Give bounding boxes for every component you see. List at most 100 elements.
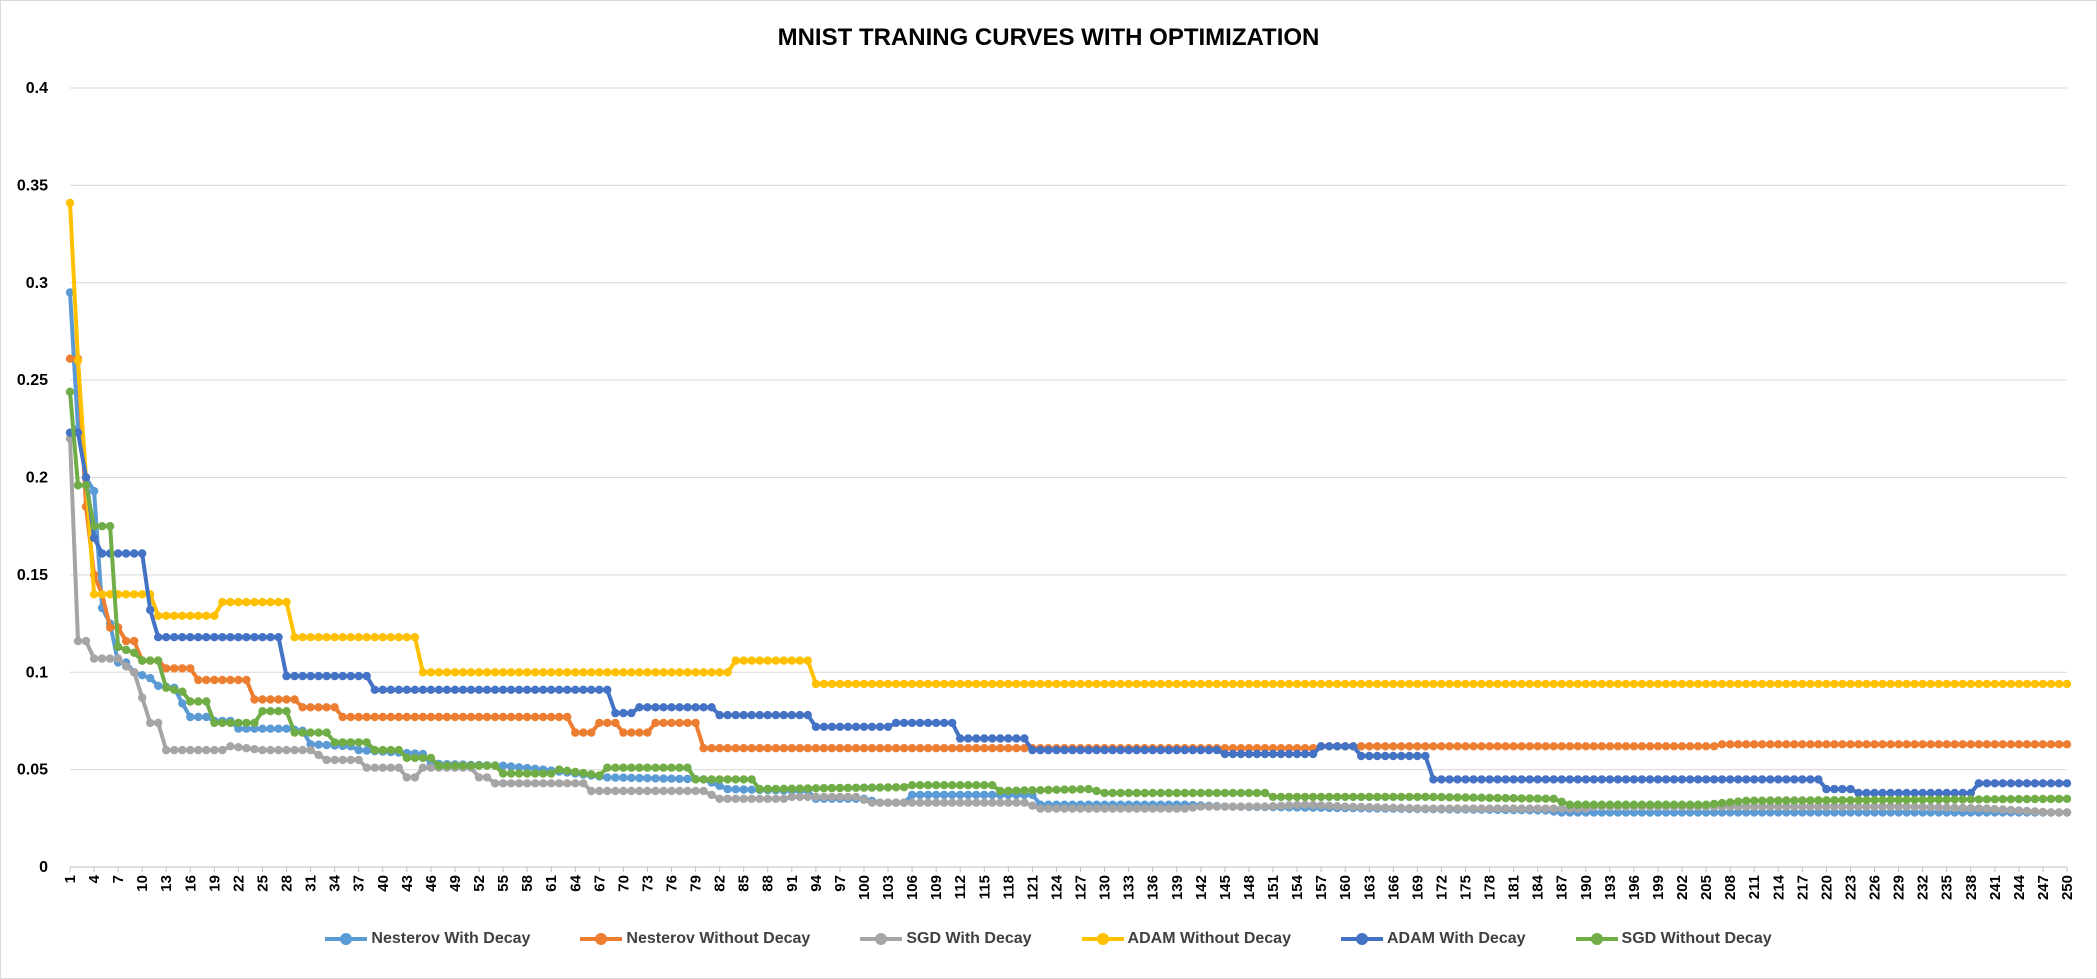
- data-point: [731, 710, 740, 720]
- data-point: [266, 633, 275, 642]
- data-point: [1501, 804, 1510, 813]
- data-point: [2062, 794, 2072, 803]
- data-point: [547, 769, 556, 778]
- x-tick-label: 25: [254, 875, 271, 892]
- data-point: [1637, 679, 1647, 689]
- data-point: [907, 744, 917, 753]
- data-point: [1180, 745, 1190, 755]
- data-point: [498, 761, 508, 770]
- data-point: [1709, 799, 1719, 809]
- data-point: [795, 792, 804, 802]
- data-point: [65, 288, 75, 297]
- data-point: [1677, 742, 1687, 751]
- data-point: [1397, 679, 1406, 689]
- data-point: [258, 695, 267, 704]
- data-point: [514, 685, 524, 694]
- data-point: [1782, 796, 1791, 805]
- data-point: [1292, 744, 1302, 753]
- data-point: [715, 781, 724, 791]
- data-point: [1774, 796, 1783, 805]
- data-point: [1734, 808, 1743, 817]
- x-tick-label: 163: [1361, 875, 1378, 900]
- data-point: [1734, 740, 1743, 749]
- data-point: [1365, 751, 1374, 761]
- data-point: [1613, 800, 1623, 809]
- data-point: [587, 685, 596, 694]
- data-point: [194, 633, 203, 642]
- data-point: [1581, 679, 1591, 689]
- data-point: [1734, 775, 1743, 784]
- data-point: [1798, 679, 1807, 689]
- data-point: [699, 786, 708, 796]
- data-point: [667, 703, 676, 712]
- data-point: [1742, 775, 1751, 784]
- data-point: [105, 522, 115, 531]
- data-point: [755, 794, 764, 803]
- data-point: [956, 734, 965, 743]
- data-point: [202, 633, 211, 642]
- data-point: [290, 695, 299, 704]
- data-point: [1557, 804, 1566, 813]
- data-point: [490, 779, 500, 788]
- data-point: [1316, 742, 1326, 751]
- x-tick-label: 46: [423, 875, 440, 892]
- data-point: [226, 742, 235, 751]
- data-point: [1669, 679, 1679, 689]
- data-point: [635, 786, 644, 796]
- data-point: [1998, 740, 2008, 749]
- data-point: [1717, 798, 1727, 808]
- data-point: [1910, 802, 1919, 811]
- data-point: [370, 685, 379, 694]
- data-point: [1012, 734, 1021, 743]
- data-point: [322, 728, 331, 737]
- data-point: [539, 668, 548, 677]
- x-tick-label: 217: [1794, 875, 1811, 900]
- data-point: [1790, 740, 1799, 749]
- data-point: [1100, 788, 1109, 798]
- data-point: [1004, 744, 1013, 753]
- data-point: [611, 786, 620, 796]
- data-point: [1669, 808, 1679, 817]
- data-point: [1429, 792, 1438, 802]
- data-point: [1918, 795, 1927, 804]
- data-point: [1966, 740, 1976, 749]
- data-point: [996, 734, 1005, 743]
- data-point: [1493, 679, 1502, 689]
- data-point: [1613, 775, 1623, 784]
- data-point: [940, 718, 949, 728]
- data-point: [1918, 788, 1927, 798]
- data-point: [1260, 802, 1270, 811]
- data-point: [627, 786, 636, 796]
- data-point: [1365, 742, 1374, 751]
- data-point: [771, 784, 780, 794]
- data-point: [1365, 679, 1374, 689]
- data-point: [1934, 740, 1943, 749]
- data-point: [226, 675, 235, 685]
- data-point: [2014, 679, 2024, 689]
- data-point: [1373, 751, 1382, 761]
- data-point: [274, 633, 283, 642]
- x-tick-label: 211: [1746, 875, 1763, 899]
- data-point: [603, 763, 612, 772]
- data-point: [89, 590, 99, 599]
- data-point: [539, 779, 548, 788]
- data-point: [1228, 788, 1238, 798]
- x-tick-label: 52: [471, 875, 488, 892]
- data-point: [250, 745, 259, 754]
- data-point: [362, 738, 371, 747]
- data-point: [1870, 740, 1879, 749]
- data-point: [1742, 808, 1751, 817]
- data-point: [1156, 679, 1165, 689]
- data-point: [178, 687, 187, 696]
- data-point: [643, 786, 652, 796]
- data-point: [130, 636, 139, 646]
- data-point: [1060, 745, 1069, 755]
- data-point: [843, 792, 853, 802]
- data-point: [474, 712, 484, 722]
- x-tick-label: 139: [1169, 875, 1186, 900]
- data-point: [1517, 804, 1526, 813]
- data-point: [1477, 679, 1486, 689]
- data-point: [755, 656, 764, 665]
- data-point: [980, 744, 989, 753]
- data-point: [426, 753, 436, 763]
